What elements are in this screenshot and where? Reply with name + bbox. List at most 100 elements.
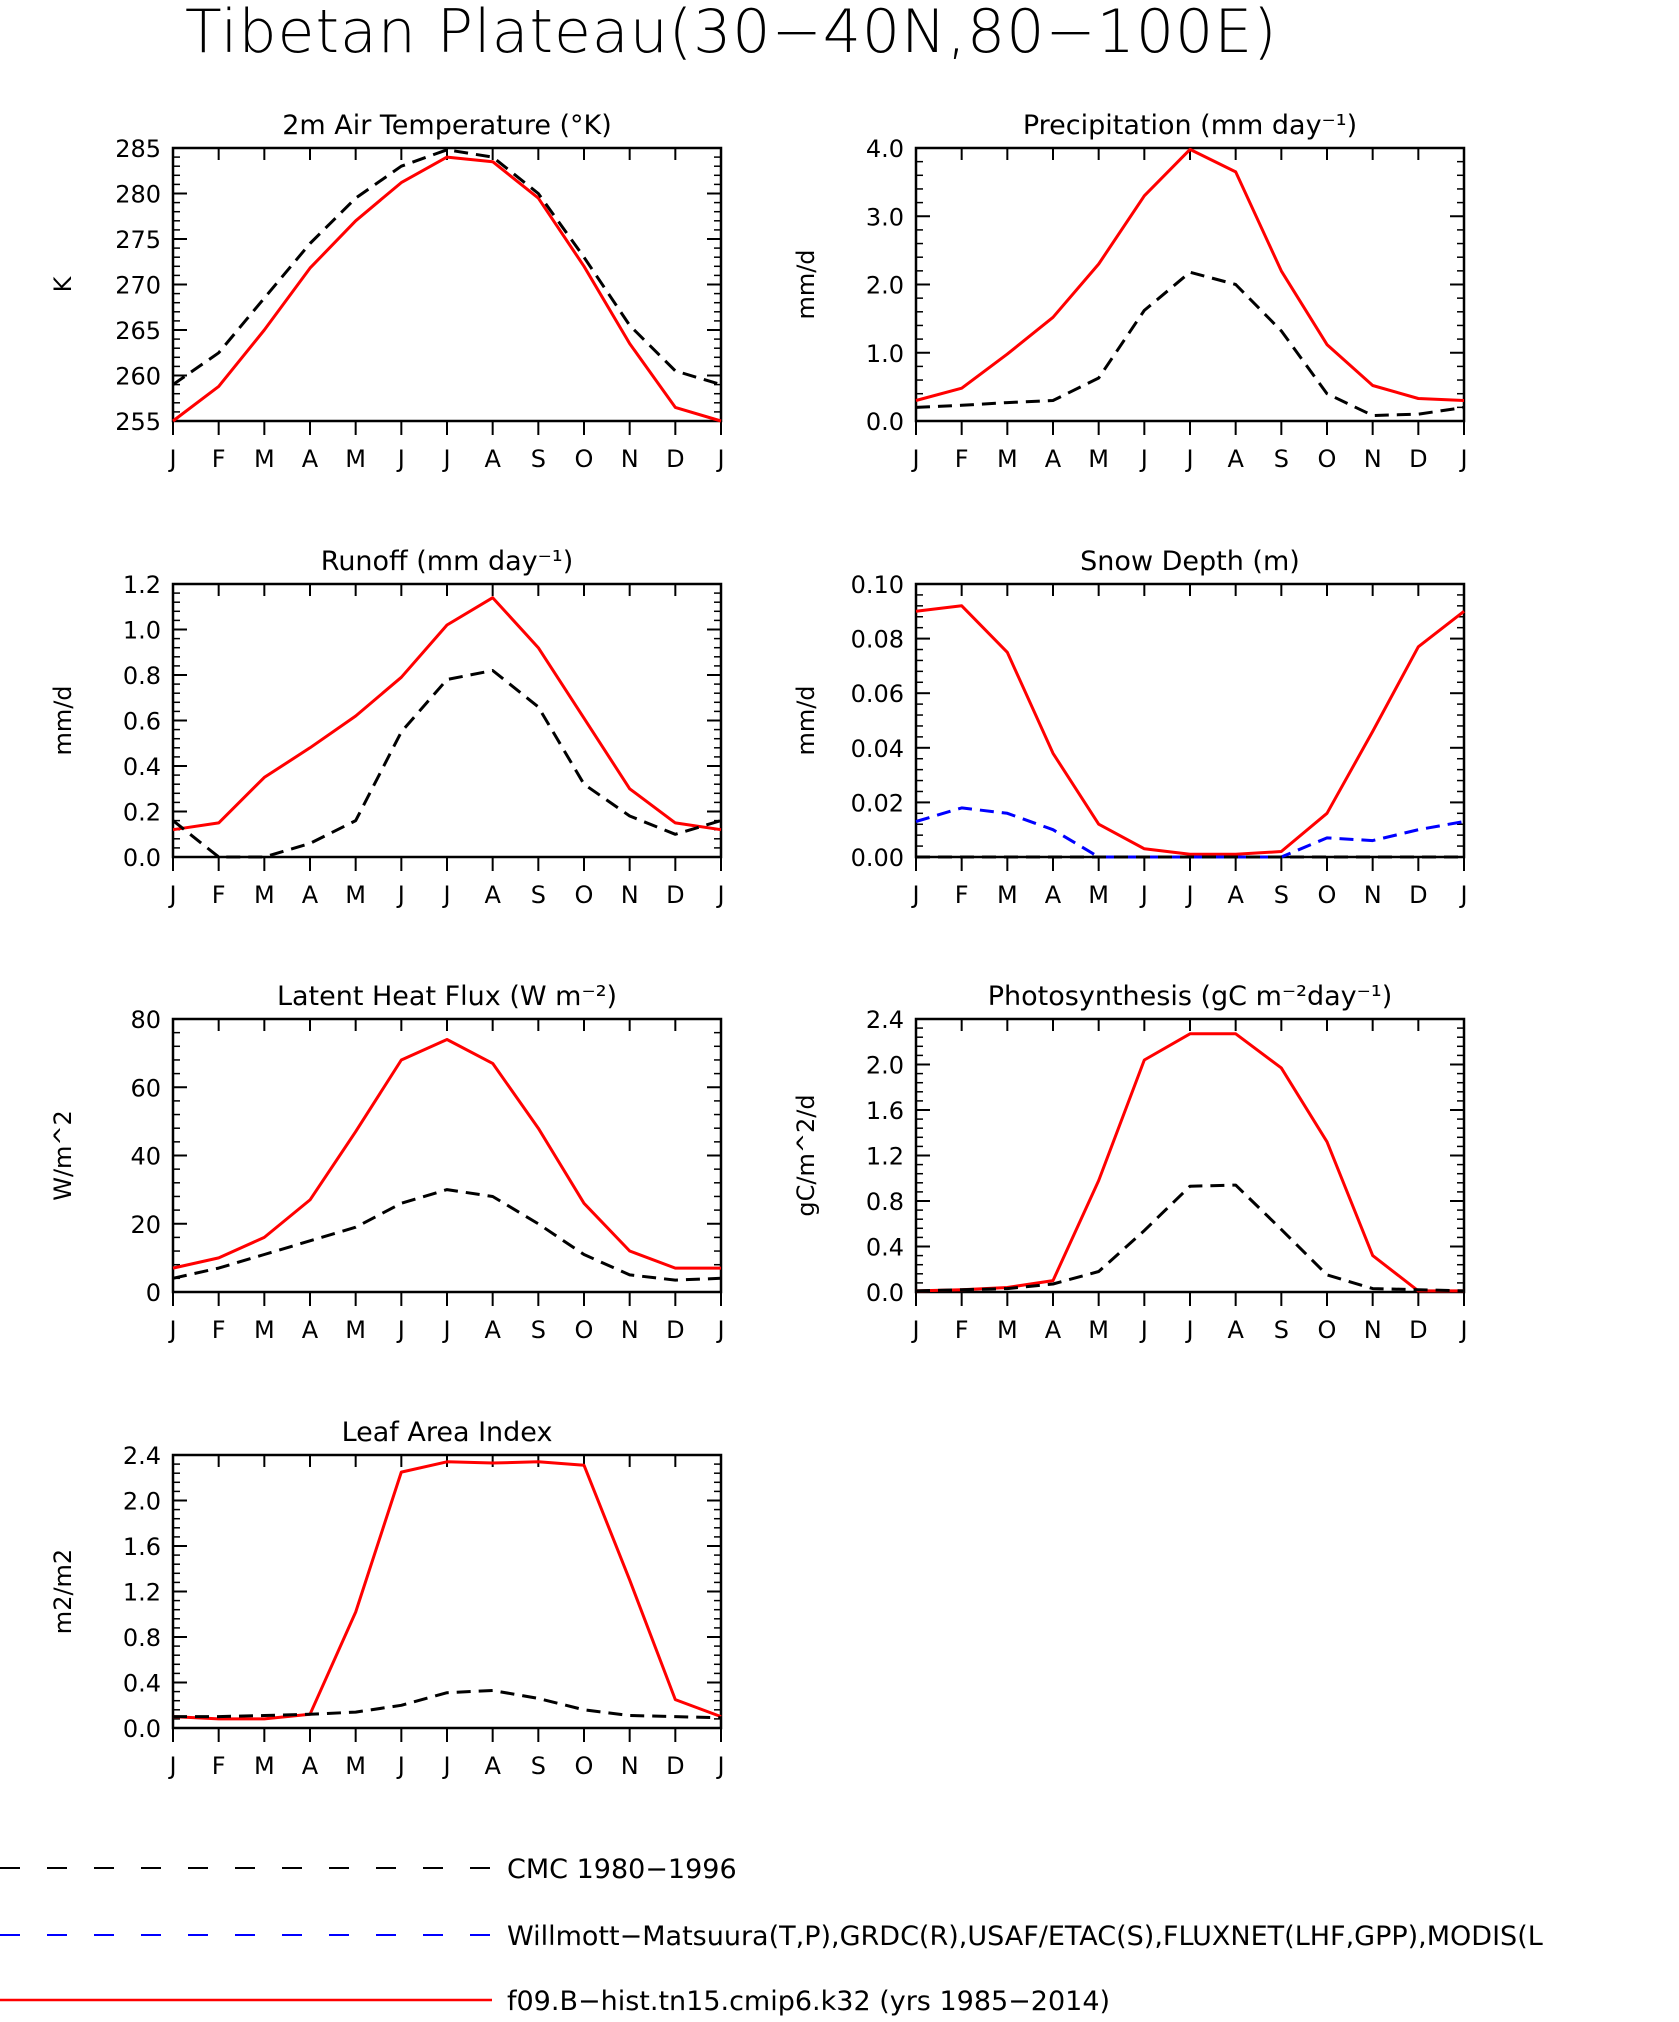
series-line-2 xyxy=(915,270,1465,417)
y-tick-label: 0.4 xyxy=(123,753,161,781)
series-line-1 xyxy=(915,604,1465,856)
x-tick-label: A xyxy=(302,881,319,909)
x-tick-label: N xyxy=(621,445,639,473)
x-tick-label: A xyxy=(302,1316,319,1344)
y-axis-label: W/m^2 xyxy=(49,1110,77,1201)
x-tick-label: S xyxy=(1274,881,1289,909)
x-tick-label: J xyxy=(396,881,405,909)
y-tick-label: 270 xyxy=(115,272,161,300)
y-tick-label: 0.0 xyxy=(123,1715,161,1743)
y-tick-label: 255 xyxy=(115,408,161,436)
plot-frame xyxy=(171,1017,723,1294)
plot-frame xyxy=(914,582,1466,859)
x-tick-label: O xyxy=(1318,1316,1337,1344)
x-tick-label: A xyxy=(484,881,501,909)
panel-title: Runoff (mm day⁻¹) xyxy=(321,546,573,577)
x-tick-label: A xyxy=(1045,445,1062,473)
x-tick-label: J xyxy=(1139,881,1148,909)
panel-title: Precipitation (mm day⁻¹) xyxy=(1023,110,1357,141)
x-tick-label: J xyxy=(910,445,919,473)
x-tick-label: F xyxy=(955,1316,969,1344)
x-tick-label: D xyxy=(666,881,684,909)
y-tick-label: 0.0 xyxy=(123,844,161,872)
x-tick-label: J xyxy=(441,1316,450,1344)
series-line-1 xyxy=(915,147,1465,402)
x-tick-label: A xyxy=(1045,881,1062,909)
panel-title: 2m Air Temperature (°K) xyxy=(282,110,612,141)
x-tick-label: D xyxy=(1409,445,1427,473)
y-axis-label: mm/d xyxy=(792,249,820,319)
series-line-2 xyxy=(172,148,722,387)
series-line-1 xyxy=(172,596,722,832)
panel-4: Snow Depth (m) mm/d 0.00 0.02 0.04 0.06 0.08 0.… xyxy=(792,546,1468,909)
x-tick-label: M xyxy=(254,1316,275,1344)
panel-title: Latent Heat Flux (W m⁻²) xyxy=(277,981,617,1012)
x-tick-label: S xyxy=(1274,445,1289,473)
x-tick-label: D xyxy=(1409,881,1427,909)
x-tick-label: J xyxy=(441,445,450,473)
series-line-2 xyxy=(173,1689,722,1720)
y-tick-label: 0.02 xyxy=(851,789,904,817)
y-tick-label: 1.0 xyxy=(866,340,904,368)
x-tick-label: F xyxy=(955,445,969,473)
x-tick-label: O xyxy=(575,881,594,909)
y-tick-label: 0.0 xyxy=(866,408,904,436)
panel-3: Runoff (mm day⁻¹) mm/d 0.0 0.2 0.4 0.6 0.8 1.0 1… xyxy=(49,546,725,909)
y-tick-label: 260 xyxy=(115,363,161,391)
x-tick-label: J xyxy=(910,881,919,909)
x-tick-label: J xyxy=(167,881,176,909)
legend: CMC 1980−1996 Willmott−Matsuura(T,P),GRDC… xyxy=(0,1854,1543,2017)
x-tick-label: S xyxy=(531,881,546,909)
x-tick-label: F xyxy=(212,1752,226,1780)
x-tick-label: J xyxy=(1458,881,1467,909)
x-tick-label: J xyxy=(1139,445,1148,473)
y-tick-label: 2.4 xyxy=(123,1442,161,1470)
y-tick-label: 2.4 xyxy=(866,1006,904,1034)
y-tick-label: 0.8 xyxy=(123,1624,161,1652)
y-tick-label: 0.06 xyxy=(851,680,904,708)
plot-frame xyxy=(914,1017,1466,1294)
x-tick-label: N xyxy=(621,881,639,909)
x-tick-label: S xyxy=(531,1752,546,1780)
x-tick-label: D xyxy=(1409,1316,1427,1344)
x-tick-label: A xyxy=(1227,1316,1244,1344)
legend-label-1: CMC 1980−1996 xyxy=(507,1854,737,1885)
x-tick-label: N xyxy=(1364,881,1382,909)
x-tick-label: O xyxy=(575,1316,594,1344)
plot-frame xyxy=(914,146,1466,423)
x-tick-label: J xyxy=(441,1752,450,1780)
series-line-1 xyxy=(172,1038,721,1270)
x-tick-label: M xyxy=(254,445,275,473)
x-tick-label: J xyxy=(1458,445,1467,473)
panel-2: Precipitation (mm day⁻¹) mm/d 0.0 1.0 2.0 3.0… xyxy=(792,110,1468,473)
series-line-2 xyxy=(915,1183,1465,1293)
panel-5: Latent Heat Flux (W m⁻²) W/m^2 0 20 40 60 80 J F… xyxy=(49,981,725,1344)
x-tick-label: M xyxy=(1088,881,1109,909)
x-tick-label: M xyxy=(997,445,1018,473)
y-tick-label: 0.8 xyxy=(866,1188,904,1216)
y-tick-label: 80 xyxy=(130,1006,161,1034)
x-tick-label: J xyxy=(167,1316,176,1344)
x-tick-label: M xyxy=(345,1752,366,1780)
y-tick-label: 2.0 xyxy=(866,1052,904,1080)
y-tick-label: 2.0 xyxy=(866,272,904,300)
y-tick-label: 60 xyxy=(130,1074,161,1102)
y-tick-label: 0.0 xyxy=(866,1279,904,1307)
y-tick-label: 280 xyxy=(115,181,161,209)
y-tick-label: 0.00 xyxy=(851,844,904,872)
x-tick-label: A xyxy=(302,1752,319,1780)
x-tick-label: J xyxy=(715,881,724,909)
y-tick-label: 3.0 xyxy=(866,203,904,231)
x-tick-label: F xyxy=(212,445,226,473)
x-tick-label: N xyxy=(621,1316,639,1344)
series-line-2 xyxy=(915,806,1465,859)
y-tick-label: 0.4 xyxy=(123,1670,161,1698)
x-tick-label: S xyxy=(531,1316,546,1344)
y-axis-label: m2/m2 xyxy=(49,1549,77,1634)
x-tick-label: O xyxy=(575,1752,594,1780)
y-tick-label: 0.10 xyxy=(851,571,904,599)
x-tick-label: J xyxy=(715,1316,724,1344)
x-tick-label: J xyxy=(1184,1316,1193,1344)
x-tick-label: J xyxy=(715,445,724,473)
x-tick-label: M xyxy=(345,881,366,909)
